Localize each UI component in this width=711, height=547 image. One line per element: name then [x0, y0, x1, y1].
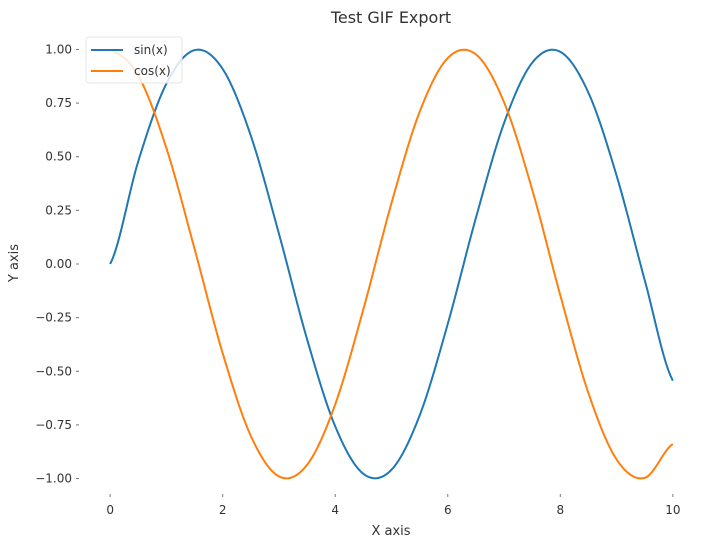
x-tick-label: 10 [665, 503, 680, 517]
series-line-cos [109, 48, 674, 480]
y-tick-label: −0.25 [35, 311, 72, 325]
x-tick-label: 6 [444, 503, 452, 517]
y-tick-label: 0.50 [45, 150, 72, 164]
y-tick-label: −0.75 [35, 418, 72, 432]
series-layer [109, 48, 674, 480]
legend-label: cos(x) [134, 64, 171, 78]
x-tick-label: 4 [331, 503, 339, 517]
x-axis-label: X axis [371, 524, 410, 539]
y-axis-label: Y axis [7, 244, 22, 283]
x-tick-label: 8 [556, 503, 564, 517]
x-tick-label: 0 [106, 503, 114, 517]
legend: sin(x) cos(x) [85, 36, 183, 84]
tick-layer: 1.00 0.75 0.50 0.25 0.00 −0.25 −0.50 −0.75 −1.00… [35, 42, 680, 517]
y-tick-label: 1.00 [45, 42, 72, 56]
y-tick-label: −0.50 [35, 364, 72, 378]
y-tick-label: 0.00 [45, 257, 72, 271]
y-tick-label: 0.75 [45, 96, 72, 110]
x-tick-label: 2 [219, 503, 227, 517]
y-tick-label: −1.00 [35, 472, 72, 486]
chart-title: Test GIF Export [330, 8, 451, 27]
series-line-sin [109, 48, 674, 480]
legend-label: sin(x) [134, 43, 168, 57]
y-tick-label: 0.25 [45, 203, 72, 217]
